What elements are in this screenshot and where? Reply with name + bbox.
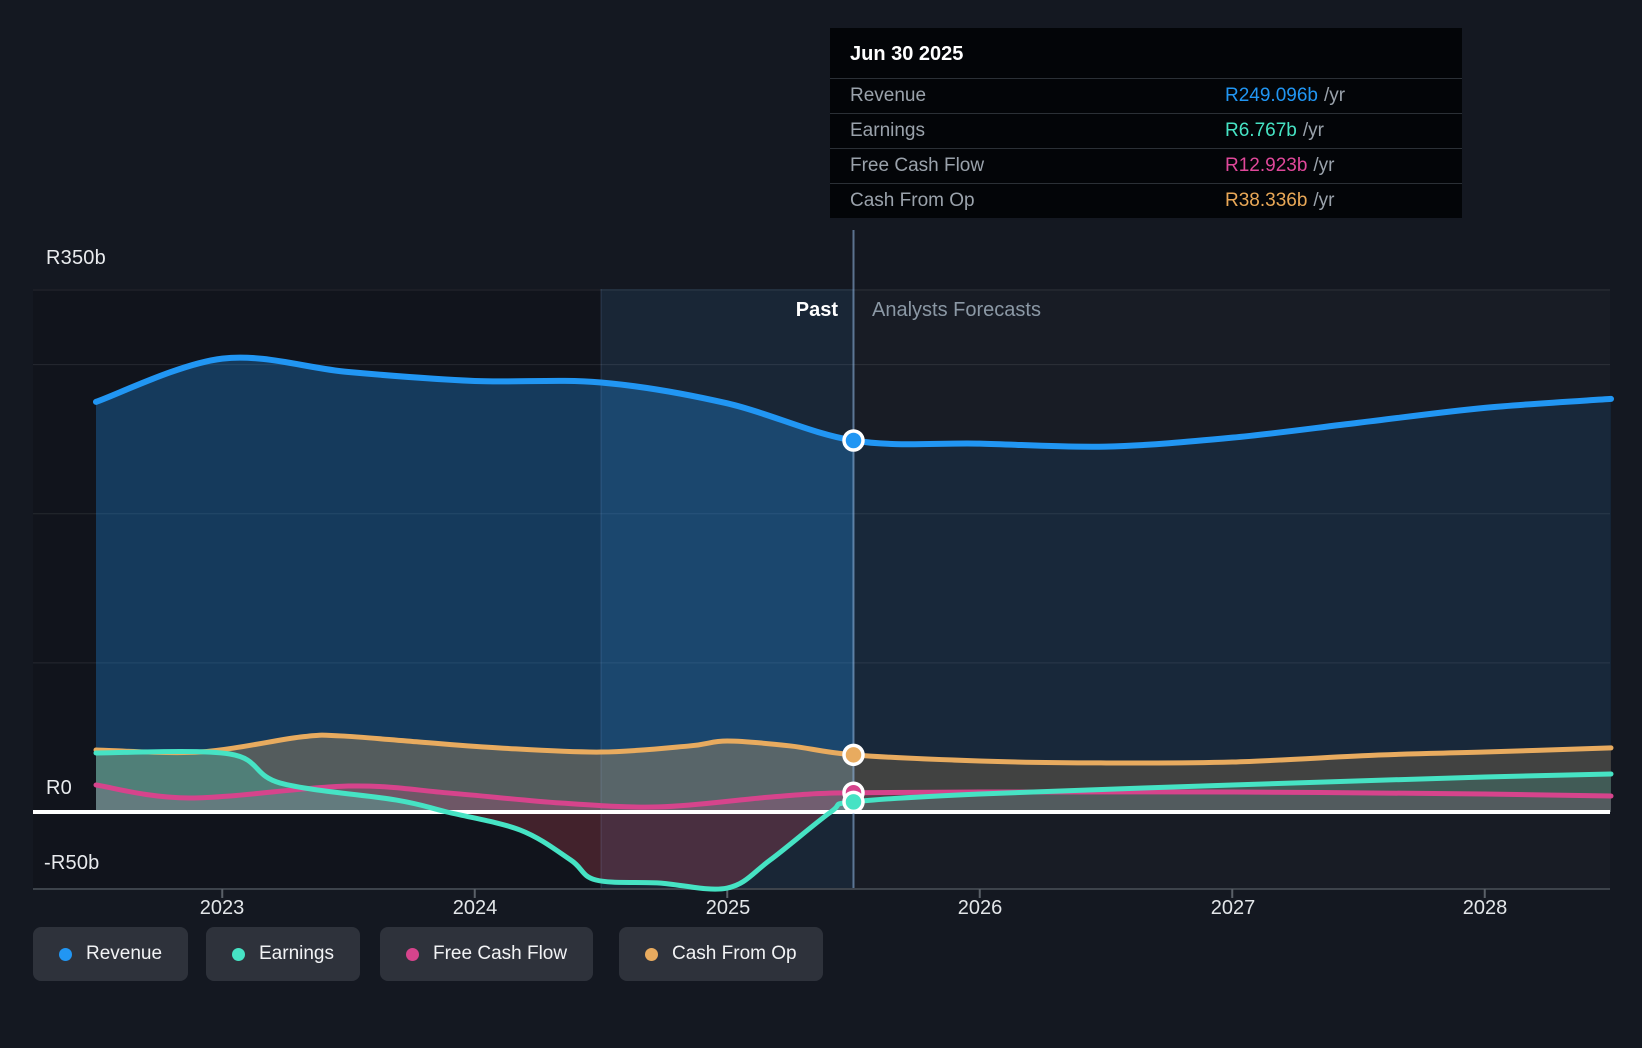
tooltip-label: Cash From Op [850, 190, 975, 211]
tooltip-value: R38.336b [1225, 190, 1308, 211]
legend-label: Revenue [86, 943, 163, 964]
tooltip-value: R249.096b [1225, 85, 1318, 106]
revenue-series-dot-icon [59, 947, 72, 961]
x-axis-label-2023: 2023 [199, 897, 245, 919]
analysts-forecasts-section-label: Analysts Forecasts [872, 299, 1041, 321]
tooltip-label: Free Cash Flow [850, 155, 985, 176]
y-axis-label-350b: R350b [46, 247, 106, 269]
legend-item-cash-from-op[interactable]: Cash From Op [619, 927, 823, 981]
x-axis-label-2028: 2028 [1462, 897, 1508, 919]
tooltip-row-cash-from-op: Cash From Op R38.336b /yr [830, 183, 1462, 218]
free-cash-flow-series-dot-icon [406, 947, 419, 961]
earnings-series-dot-icon [232, 947, 245, 961]
tooltip-value-suffix: /yr [1323, 85, 1346, 106]
cash-from-op-series-dot-icon [645, 947, 658, 961]
legend-label: Free Cash Flow [433, 943, 568, 964]
x-axis-label-2026: 2026 [957, 897, 1003, 919]
y-axis-label-0: R0 [46, 777, 72, 799]
chart-tooltip: Jun 30 2025 Revenue R249.096b /yr Earnin… [830, 28, 1462, 218]
tooltip-date: Jun 30 2025 [850, 43, 964, 65]
legend-item-free-cash-flow[interactable]: Free Cash Flow [380, 927, 594, 981]
legend-label: Earnings [259, 943, 334, 964]
tooltip-value: R12.923b [1225, 155, 1308, 176]
y-axis-label-neg50b: -R50b [44, 852, 100, 874]
tooltip-label: Revenue [850, 85, 927, 106]
tooltip-value-suffix: /yr [1313, 190, 1335, 211]
tooltip-label: Earnings [850, 120, 925, 141]
past-section-label: Past [795, 299, 838, 321]
tooltip-value-suffix: /yr [1313, 155, 1335, 176]
tooltip-row-earnings: Earnings R6.767b /yr [830, 113, 1462, 148]
x-axis-label-2027: 2027 [1210, 897, 1256, 919]
legend-item-earnings[interactable]: Earnings [206, 927, 360, 981]
legend-label: Cash From Op [672, 943, 797, 964]
tooltip-row-revenue: Revenue R249.096b /yr [830, 78, 1462, 113]
tooltip-value-suffix: /yr [1302, 120, 1324, 141]
x-axis-label-2025: 2025 [705, 897, 751, 919]
tooltip-row-free-cash-flow: Free Cash Flow R12.923b /yr [830, 148, 1462, 183]
x-axis-label-2024: 2024 [452, 897, 498, 919]
tooltip-value: R6.767b [1225, 120, 1297, 141]
legend-item-revenue[interactable]: Revenue [33, 927, 189, 981]
